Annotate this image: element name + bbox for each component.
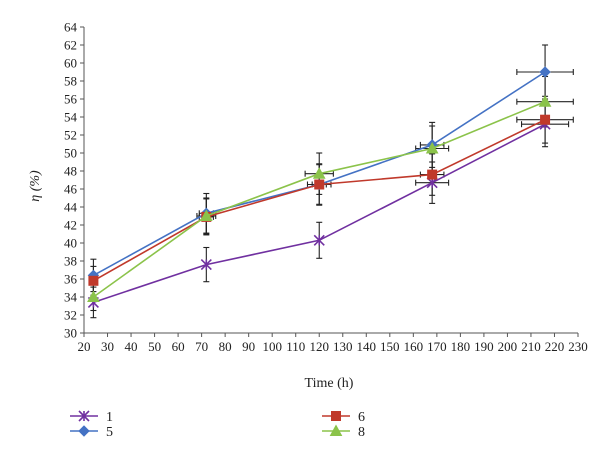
x-tick-label: 70 xyxy=(195,339,208,354)
error-bars-series-1 xyxy=(90,101,570,319)
legend-label: 6 xyxy=(358,410,365,425)
x-tick-label: 230 xyxy=(568,339,588,354)
legend-item-6: 6 xyxy=(322,410,365,425)
y-axis-title: η (%) xyxy=(28,170,43,202)
legend-item-1: 1 xyxy=(70,410,113,425)
x-tick-label: 120 xyxy=(309,339,329,354)
y-tick-label: 30 xyxy=(64,326,77,341)
data-point-marker xyxy=(87,290,100,302)
x-tick-label: 60 xyxy=(172,339,185,354)
series-1 xyxy=(87,118,551,308)
x-tick-label: 130 xyxy=(333,339,353,354)
y-tick-label: 44 xyxy=(64,200,78,215)
x-tick-label: 200 xyxy=(498,339,518,354)
x-tick-label: 80 xyxy=(219,339,232,354)
series-8 xyxy=(87,95,552,302)
series-line xyxy=(93,123,546,304)
y-tick-label: 52 xyxy=(64,128,77,143)
y-axis-ticks: 30 32 34 36 38 40 42 44 46 48 50 52 54 56 58 60 62 64 xyxy=(64,20,84,341)
y-tick-label: 50 xyxy=(64,146,77,161)
data-point-marker xyxy=(312,167,326,179)
x-tick-label: 190 xyxy=(474,339,494,354)
x-tick-label: 160 xyxy=(404,339,424,354)
data-point-marker xyxy=(199,209,213,221)
x-tick-label: 20 xyxy=(78,339,91,354)
x-axis-title: Time (h) xyxy=(305,376,354,391)
x-tick-label: 40 xyxy=(125,339,138,354)
x-tick-label: 220 xyxy=(545,339,565,354)
data-point-marker xyxy=(538,95,552,107)
data-point-marker xyxy=(427,169,438,180)
data-point-marker xyxy=(88,275,99,286)
legend-label: 8 xyxy=(358,425,365,440)
x-tick-label: 140 xyxy=(357,339,377,354)
y-tick-label: 42 xyxy=(64,218,77,233)
error-bars-series-8 xyxy=(90,75,574,312)
x-tick-label: 50 xyxy=(148,339,161,354)
y-tick-label: 64 xyxy=(64,20,78,35)
axes xyxy=(83,27,578,334)
data-point-marker xyxy=(331,411,341,421)
x-tick-label: 110 xyxy=(286,339,305,354)
legend-label: 5 xyxy=(106,425,113,440)
x-tick-label: 150 xyxy=(380,339,400,354)
x-tick-label: 170 xyxy=(427,339,447,354)
data-point-marker xyxy=(200,259,212,271)
series-layer xyxy=(87,44,574,319)
data-point-marker xyxy=(313,234,325,246)
y-tick-label: 48 xyxy=(64,164,77,179)
error-bars-series-5 xyxy=(90,44,574,293)
data-point-marker xyxy=(329,424,343,436)
y-tick-label: 60 xyxy=(64,56,77,71)
data-point-marker xyxy=(425,141,439,154)
y-tick-label: 56 xyxy=(64,92,78,107)
y-tick-label: 38 xyxy=(64,254,77,269)
x-tick-label: 210 xyxy=(521,339,541,354)
data-point-marker xyxy=(78,410,90,422)
x-tick-label: 30 xyxy=(101,339,114,354)
data-point-marker xyxy=(539,66,551,78)
x-axis-ticks: 20 30 40 50 60 70 80 90 100 110 120 130 140 150 160 170… xyxy=(78,333,588,354)
y-tick-label: 54 xyxy=(64,110,78,125)
data-point-marker xyxy=(314,179,325,190)
y-tick-label: 40 xyxy=(64,236,77,251)
y-tick-label: 58 xyxy=(64,74,77,89)
x-tick-label: 180 xyxy=(451,339,471,354)
y-tick-label: 36 xyxy=(64,272,78,287)
y-tick-label: 34 xyxy=(64,290,78,305)
y-tick-label: 62 xyxy=(64,38,77,53)
data-point-marker xyxy=(540,114,551,125)
x-tick-label: 90 xyxy=(242,339,255,354)
error-bars-series-6 xyxy=(90,95,574,296)
legend-item-8: 8 xyxy=(322,424,365,440)
y-tick-label: 32 xyxy=(64,308,77,323)
legend-label: 1 xyxy=(106,410,113,425)
data-point-marker xyxy=(78,425,90,437)
legend-item-5: 5 xyxy=(70,425,113,440)
x-tick-label: 100 xyxy=(262,339,282,354)
y-tick-label: 46 xyxy=(64,182,78,197)
